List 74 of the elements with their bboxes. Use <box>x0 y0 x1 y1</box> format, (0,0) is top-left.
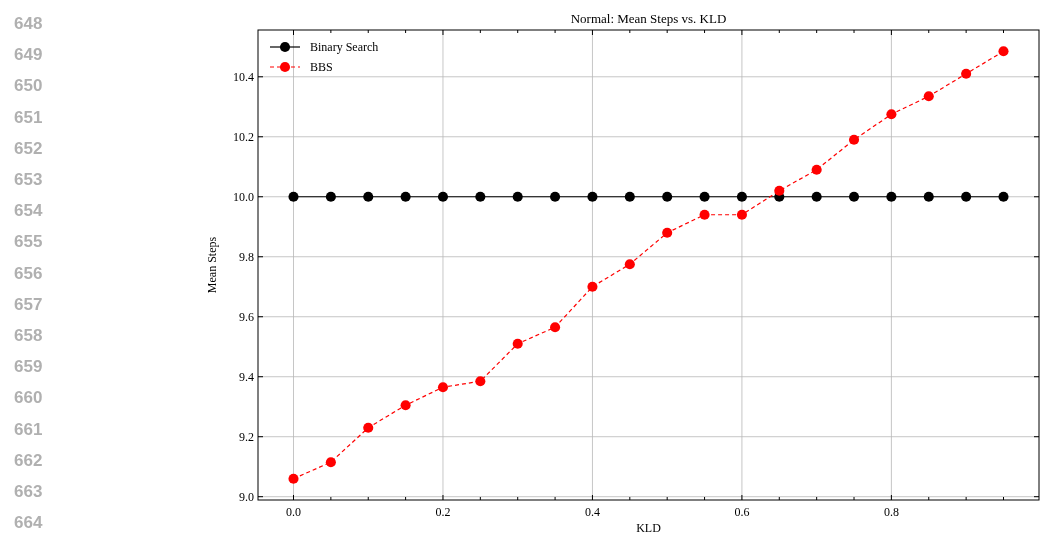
legend-label: BBS <box>310 60 333 74</box>
text: 664 <box>14 513 43 533</box>
point <box>400 400 411 411</box>
point <box>550 322 561 333</box>
point <box>736 209 747 220</box>
y-axis-title: Mean Steps <box>205 236 219 294</box>
point <box>699 191 710 202</box>
text: 655 <box>14 232 43 252</box>
point <box>699 209 710 220</box>
text: 651 <box>14 107 43 127</box>
point <box>998 46 1009 57</box>
point <box>587 191 598 202</box>
y-tick-label: 10.2 <box>233 129 254 144</box>
point <box>325 457 336 468</box>
point <box>475 376 486 387</box>
point <box>886 191 897 202</box>
x-tick-label: 0.8 <box>883 505 899 519</box>
point <box>437 191 449 202</box>
point <box>811 164 822 175</box>
x-tick-label: 0.2 <box>435 505 451 519</box>
text: 657 <box>14 294 43 314</box>
legend-label: Binary Search <box>310 40 379 54</box>
point <box>923 91 934 102</box>
text: 662 <box>14 450 43 470</box>
text: 654 <box>14 201 43 221</box>
y-tick-label: 9.8 <box>239 249 254 264</box>
point <box>587 281 598 292</box>
point <box>811 191 822 202</box>
text: 656 <box>14 263 43 283</box>
point <box>736 191 747 202</box>
text: 653 <box>14 170 43 189</box>
text: 658 <box>14 326 43 345</box>
point <box>475 191 486 202</box>
point <box>961 191 972 202</box>
y-tick-label: 9.6 <box>239 309 254 324</box>
point <box>624 259 635 270</box>
point <box>363 191 374 202</box>
text: 660 <box>14 388 43 408</box>
x-axis-title: KLD <box>636 521 662 535</box>
point <box>774 185 785 196</box>
point <box>400 191 411 202</box>
text: 663 <box>14 482 43 501</box>
text: 652 <box>14 138 43 158</box>
x-tick-label: 0.6 <box>734 505 750 519</box>
point <box>437 382 449 393</box>
x-tick-label: 0.4 <box>584 505 600 519</box>
y-tick-label: 10.4 <box>233 69 254 84</box>
point <box>923 191 934 202</box>
point <box>886 109 897 120</box>
point <box>550 191 561 202</box>
y-tick-label: 9.0 <box>239 489 254 504</box>
point <box>848 191 860 202</box>
text: 661 <box>14 419 43 439</box>
text: 648 <box>14 14 43 33</box>
y-tick-label: 9.4 <box>239 369 254 384</box>
y-tick-label: 10.0 <box>233 189 254 204</box>
x-tick-label: 0.0 <box>286 505 301 519</box>
text: 650 <box>14 76 43 96</box>
chart-title: Normal: Mean Steps vs. KLD <box>570 11 727 26</box>
point <box>961 68 972 79</box>
point <box>662 227 673 238</box>
point <box>624 191 635 202</box>
point <box>363 422 374 433</box>
y-tick-label: 9.2 <box>239 429 254 444</box>
point <box>288 473 299 484</box>
point <box>998 191 1009 202</box>
point <box>662 191 673 202</box>
point <box>848 134 860 145</box>
point <box>512 338 523 349</box>
point <box>512 191 523 202</box>
point <box>325 191 336 202</box>
point <box>288 191 299 202</box>
text: 649 <box>14 45 43 65</box>
text: 659 <box>14 357 43 377</box>
